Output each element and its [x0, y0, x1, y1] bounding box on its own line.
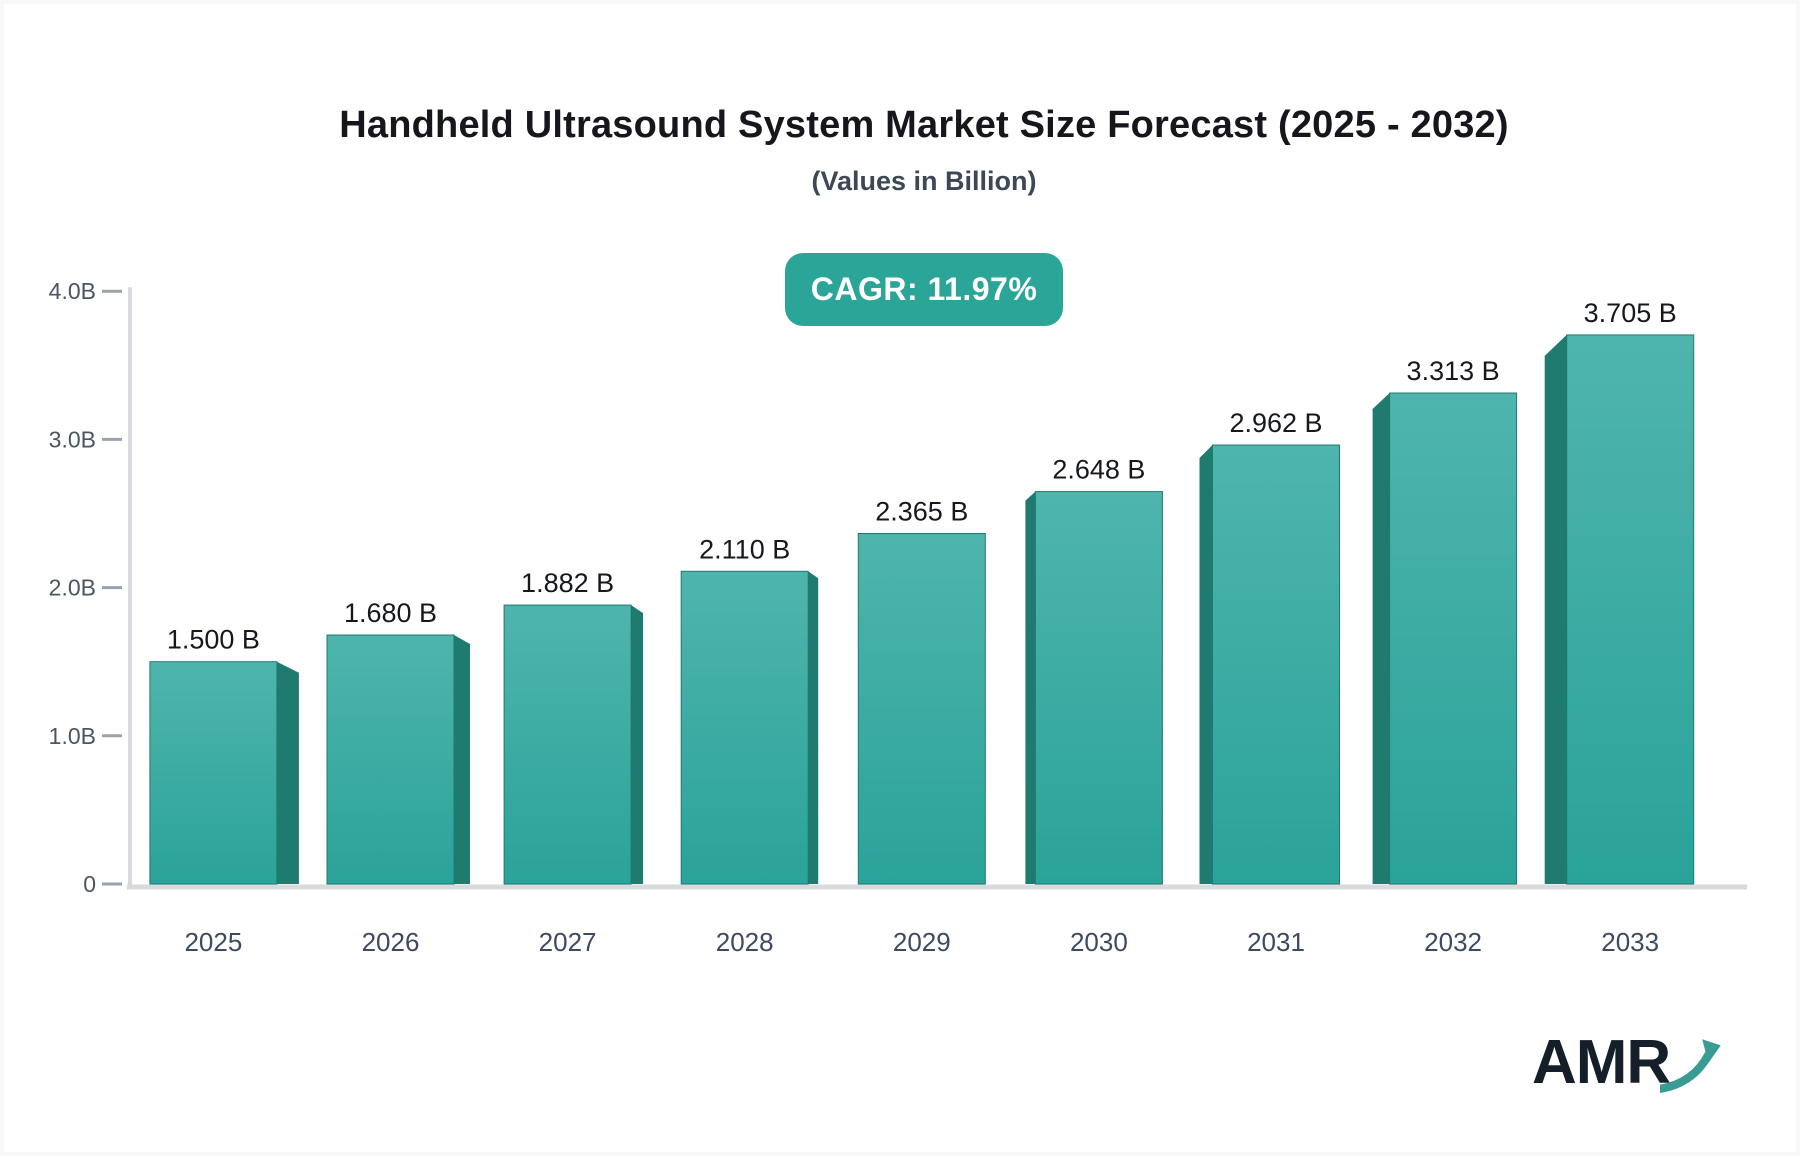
x-axis-year-label: 2031 [1247, 927, 1305, 957]
bar: 2.110 B 2028 [680, 534, 819, 957]
bar-side-face [276, 661, 299, 884]
bar-side-face [808, 571, 819, 884]
x-axis-year-label: 2027 [539, 927, 597, 957]
x-axis-year-label: 2033 [1601, 927, 1659, 957]
bar-front-face [1566, 334, 1695, 885]
bar: 3.313 B 2032 [1372, 356, 1518, 957]
bar: 1.500 B 2025 [149, 625, 299, 957]
bar-front-face [1212, 444, 1340, 885]
bar-side-face [1544, 334, 1567, 884]
bar-side-face [1025, 491, 1036, 884]
bar-front-face [149, 661, 278, 885]
bar-value-label: 2.110 B [699, 534, 790, 564]
bars: 1.500 B 2025 1.680 B 2026 1.882 B 2027 2.110 B… [149, 298, 1695, 957]
bar: 2.365 B 2029 [857, 497, 986, 957]
y-tick-label: 0 [83, 871, 96, 897]
x-axis-year-label: 2029 [893, 927, 951, 957]
bar-front-face [326, 634, 455, 885]
bar-value-label: 3.313 B [1407, 356, 1500, 386]
cagr-badge-label: CAGR: 11.97% [810, 271, 1038, 307]
bar-front-face [1034, 491, 1163, 885]
bar-front-face [857, 533, 986, 885]
cagr-badge: CAGR: 11.97% [785, 253, 1063, 326]
bar-side-face [454, 635, 470, 884]
bar-side-face [1372, 393, 1390, 884]
x-axis-year-label: 2030 [1070, 927, 1128, 957]
y-tick-label: 1.0B [49, 723, 96, 749]
bar-front-face [503, 604, 632, 885]
x-axis-year-label: 2025 [184, 927, 242, 957]
page-title: Handheld Ultrasound System Market Size F… [339, 104, 1509, 146]
bar: 1.680 B 2026 [326, 598, 470, 957]
amr-logo: AMR [1532, 1028, 1722, 1098]
bar: 1.882 B 2027 [503, 568, 644, 957]
bar: 2.648 B 2030 [1025, 455, 1163, 957]
bar: 3.705 B 2033 [1544, 298, 1695, 957]
trend-up-arrow-icon [1660, 1039, 1721, 1093]
bar-side-face [631, 605, 644, 884]
bar-value-label: 2.648 B [1052, 455, 1145, 485]
axes: 0 1.0B 2.0B 3.0B 4.0B [49, 278, 1747, 897]
y-tick-label: 4.0B [49, 278, 96, 304]
bar-value-label: 1.882 B [521, 568, 614, 598]
bar-front-face [680, 570, 809, 885]
page-subtitle: (Values in Billion) [811, 166, 1037, 196]
bar-value-label: 2.962 B [1229, 408, 1322, 438]
bar-value-label: 3.705 B [1584, 298, 1677, 328]
bar: 2.962 B 2031 [1199, 408, 1340, 957]
x-axis-year-label: 2028 [716, 927, 774, 957]
bar-front-face [1389, 392, 1518, 885]
y-tick-label: 2.0B [49, 575, 96, 601]
bar-value-label: 2.365 B [875, 497, 968, 527]
bar-value-label: 1.680 B [344, 598, 437, 628]
bar-value-label: 1.500 B [167, 625, 260, 655]
x-axis-year-label: 2032 [1424, 927, 1482, 957]
y-tick-label: 3.0B [49, 426, 96, 452]
bar-side-face [1199, 445, 1213, 884]
x-axis-year-label: 2026 [362, 927, 420, 957]
amr-logo-text: AMR [1532, 1028, 1671, 1097]
